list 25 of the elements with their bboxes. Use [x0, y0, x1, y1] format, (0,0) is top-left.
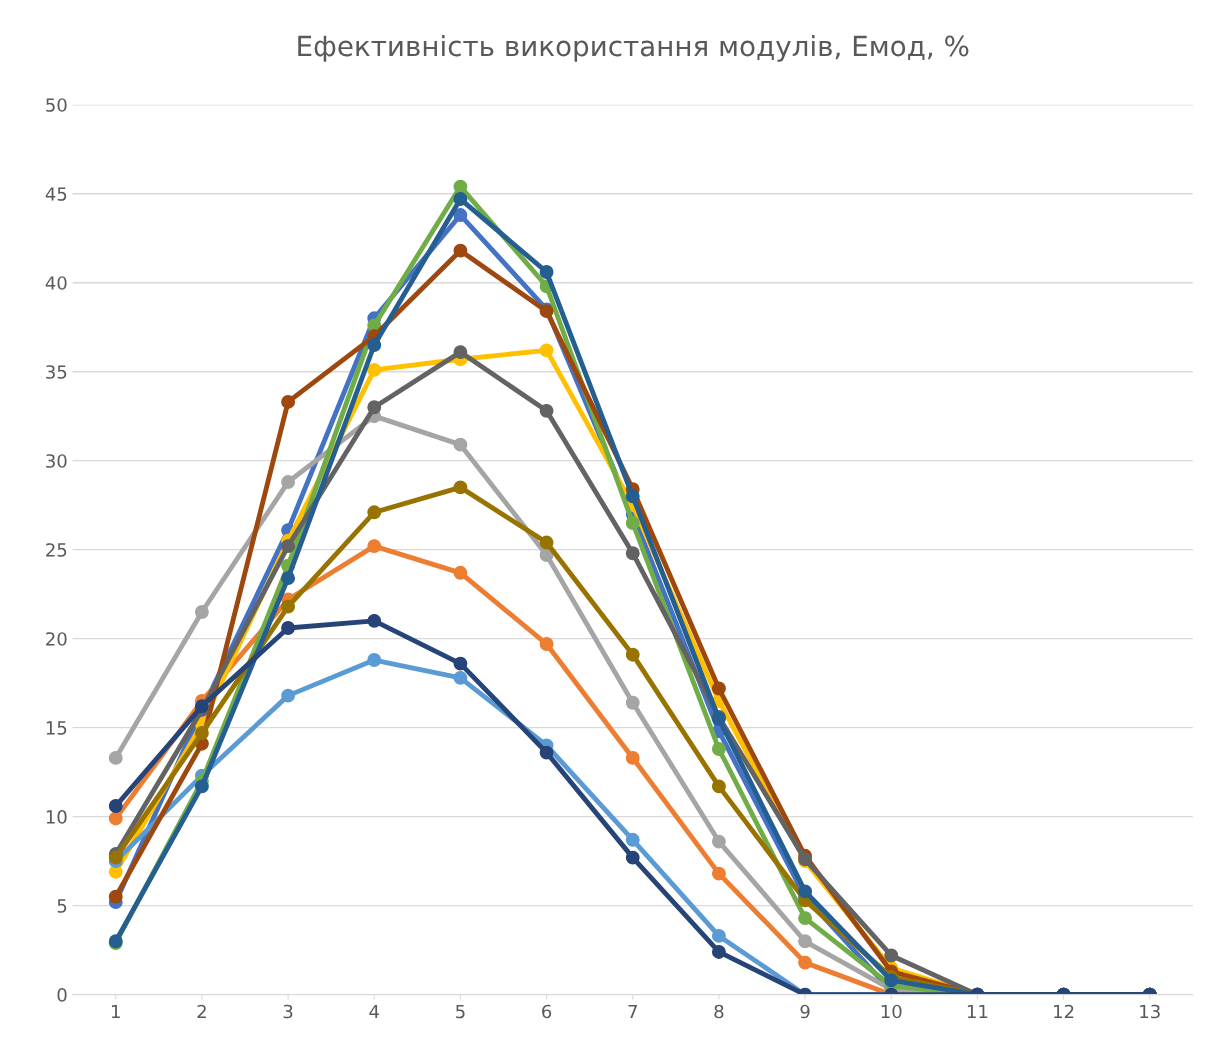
x-tick-label: 12 [1054, 1004, 1074, 1019]
y-tick-label: 40 [45, 276, 67, 290]
x-tick-label: 3 [283, 1004, 293, 1019]
x-tick-label: 5 [456, 1004, 465, 1019]
y-tick-label: 10 [46, 810, 67, 824]
y-tick-label: 30 [46, 454, 67, 468]
y-tick-label: 0 [57, 988, 67, 1002]
y-tick-label: 50 [46, 98, 67, 112]
y-tick-label: 20 [46, 632, 67, 646]
x-tick-label: 8 [714, 1004, 724, 1019]
y-tick-label: 5 [57, 899, 67, 913]
y-tick-label: 45 [45, 187, 67, 201]
y-tick-label: 15 [46, 721, 67, 735]
chart-title: Ефективність використання модулів, Емод, % [298, 34, 969, 62]
x-tick-label: 10 [881, 1004, 902, 1019]
x-tick-label: 9 [800, 1004, 810, 1019]
y-tick-label: 25 [46, 543, 67, 557]
x-tick-label: 1 [111, 1004, 120, 1019]
x-tick-label: 6 [542, 1004, 552, 1019]
x-tick-label: 11 [967, 1004, 988, 1019]
y-tick-label: 35 [46, 365, 67, 379]
x-tick-label: 7 [628, 1004, 637, 1019]
x-tick-label: 4 [369, 1004, 379, 1019]
x-tick-label: 13 [1140, 1004, 1160, 1019]
x-tick-label: 2 [197, 1004, 206, 1019]
